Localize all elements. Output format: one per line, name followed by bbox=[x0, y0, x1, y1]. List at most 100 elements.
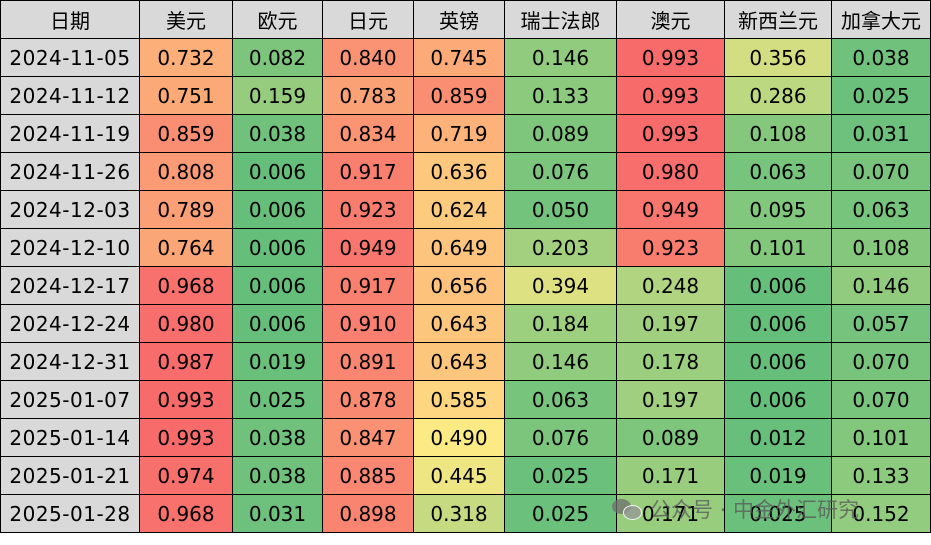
date-cell: 2025-01-14 bbox=[0, 418, 140, 457]
date-cell: 2024-11-26 bbox=[0, 152, 140, 191]
header-jpy: 日元 bbox=[322, 0, 414, 39]
value-cell-usd: 0.751 bbox=[139, 76, 233, 115]
value-cell-jpy: 0.847 bbox=[322, 418, 414, 457]
value-cell-jpy: 0.917 bbox=[322, 152, 414, 191]
value-cell-jpy: 0.885 bbox=[322, 456, 414, 495]
value-cell-jpy: 0.923 bbox=[322, 190, 414, 229]
value-cell-cad: 0.025 bbox=[831, 76, 931, 115]
value-cell-cad: 0.108 bbox=[831, 228, 931, 267]
value-cell-nzd: 0.063 bbox=[724, 152, 832, 191]
value-cell-aud: 0.089 bbox=[616, 418, 725, 457]
value-cell-nzd: 0.006 bbox=[724, 380, 832, 419]
value-cell-chf: 0.089 bbox=[504, 114, 617, 153]
value-cell-usd: 0.974 bbox=[139, 456, 233, 495]
value-cell-nzd: 0.006 bbox=[724, 266, 832, 305]
value-cell-cad: 0.070 bbox=[831, 152, 931, 191]
date-cell: 2024-12-10 bbox=[0, 228, 140, 267]
table-row: 2024-12-10 0.764 0.006 0.949 0.649 0.203 0.923… bbox=[0, 228, 931, 267]
table-row: 2024-12-17 0.968 0.006 0.917 0.656 0.394 0.248… bbox=[0, 266, 931, 305]
value-cell-nzd: 0.006 bbox=[724, 304, 832, 343]
table-body: 2024-11-05 0.732 0.082 0.840 0.745 0.146 0.993… bbox=[0, 38, 931, 533]
value-cell-cad: 0.152 bbox=[831, 494, 931, 533]
value-cell-nzd: 0.006 bbox=[724, 342, 832, 381]
value-cell-usd: 0.764 bbox=[139, 228, 233, 267]
value-cell-aud: 0.993 bbox=[616, 76, 725, 115]
table-row: 2024-11-19 0.859 0.038 0.834 0.719 0.089 0.993… bbox=[0, 114, 931, 153]
value-cell-jpy: 0.898 bbox=[322, 494, 414, 533]
value-cell-usd: 0.993 bbox=[139, 418, 233, 457]
date-cell: 2024-11-05 bbox=[0, 38, 140, 77]
value-cell-nzd: 0.286 bbox=[724, 76, 832, 115]
table-row: 2025-01-21 0.974 0.038 0.885 0.445 0.025 0.171… bbox=[0, 456, 931, 495]
table-row: 2024-12-24 0.980 0.006 0.910 0.643 0.184 0.197… bbox=[0, 304, 931, 343]
date-cell: 2025-01-07 bbox=[0, 380, 140, 419]
table-row: 2024-11-05 0.732 0.082 0.840 0.745 0.146 0.993… bbox=[0, 38, 931, 77]
date-cell: 2024-12-24 bbox=[0, 304, 140, 343]
value-cell-eur: 0.006 bbox=[232, 190, 323, 229]
value-cell-gbp: 0.859 bbox=[413, 76, 505, 115]
value-cell-aud: 0.248 bbox=[616, 266, 725, 305]
currency-percentile-table: 日期 美元 欧元 日元 英镑 瑞士法郎 澳元 新西兰元 加拿大元 2024-11… bbox=[0, 0, 931, 533]
value-cell-usd: 0.789 bbox=[139, 190, 233, 229]
value-cell-eur: 0.006 bbox=[232, 228, 323, 267]
value-cell-chf: 0.050 bbox=[504, 190, 617, 229]
value-cell-cad: 0.063 bbox=[831, 190, 931, 229]
value-cell-cad: 0.133 bbox=[831, 456, 931, 495]
header-cad: 加拿大元 bbox=[831, 0, 931, 39]
value-cell-jpy: 0.910 bbox=[322, 304, 414, 343]
value-cell-usd: 0.987 bbox=[139, 342, 233, 381]
value-cell-chf: 0.394 bbox=[504, 266, 617, 305]
value-cell-cad: 0.031 bbox=[831, 114, 931, 153]
value-cell-jpy: 0.840 bbox=[322, 38, 414, 77]
value-cell-gbp: 0.656 bbox=[413, 266, 505, 305]
value-cell-gbp: 0.624 bbox=[413, 190, 505, 229]
date-cell: 2025-01-21 bbox=[0, 456, 140, 495]
value-cell-eur: 0.159 bbox=[232, 76, 323, 115]
value-cell-usd: 0.808 bbox=[139, 152, 233, 191]
table-header-row: 日期 美元 欧元 日元 英镑 瑞士法郎 澳元 新西兰元 加拿大元 bbox=[0, 0, 931, 39]
value-cell-usd: 0.980 bbox=[139, 304, 233, 343]
value-cell-usd: 0.993 bbox=[139, 380, 233, 419]
value-cell-aud: 0.980 bbox=[616, 152, 725, 191]
value-cell-aud: 0.197 bbox=[616, 304, 725, 343]
value-cell-gbp: 0.643 bbox=[413, 342, 505, 381]
value-cell-gbp: 0.445 bbox=[413, 456, 505, 495]
value-cell-usd: 0.732 bbox=[139, 38, 233, 77]
value-cell-aud: 0.171 bbox=[616, 494, 725, 533]
value-cell-aud: 0.993 bbox=[616, 114, 725, 153]
value-cell-eur: 0.038 bbox=[232, 114, 323, 153]
value-cell-nzd: 0.019 bbox=[724, 456, 832, 495]
value-cell-jpy: 0.891 bbox=[322, 342, 414, 381]
value-cell-usd: 0.968 bbox=[139, 266, 233, 305]
value-cell-aud: 0.993 bbox=[616, 38, 725, 77]
value-cell-gbp: 0.636 bbox=[413, 152, 505, 191]
value-cell-cad: 0.146 bbox=[831, 266, 931, 305]
value-cell-nzd: 0.025 bbox=[724, 494, 832, 533]
value-cell-eur: 0.006 bbox=[232, 266, 323, 305]
date-cell: 2025-01-28 bbox=[0, 494, 140, 533]
value-cell-chf: 0.025 bbox=[504, 494, 617, 533]
value-cell-chf: 0.025 bbox=[504, 456, 617, 495]
table-row: 2024-11-26 0.808 0.006 0.917 0.636 0.076 0.980… bbox=[0, 152, 931, 191]
header-aud: 澳元 bbox=[616, 0, 725, 39]
value-cell-aud: 0.197 bbox=[616, 380, 725, 419]
value-cell-eur: 0.006 bbox=[232, 152, 323, 191]
value-cell-jpy: 0.917 bbox=[322, 266, 414, 305]
value-cell-chf: 0.063 bbox=[504, 380, 617, 419]
header-gbp: 英镑 bbox=[413, 0, 505, 39]
header-eur: 欧元 bbox=[232, 0, 323, 39]
value-cell-cad: 0.057 bbox=[831, 304, 931, 343]
table-row: 2024-11-12 0.751 0.159 0.783 0.859 0.133 0.993… bbox=[0, 76, 931, 115]
value-cell-gbp: 0.745 bbox=[413, 38, 505, 77]
value-cell-cad: 0.038 bbox=[831, 38, 931, 77]
value-cell-chf: 0.076 bbox=[504, 152, 617, 191]
value-cell-eur: 0.006 bbox=[232, 304, 323, 343]
value-cell-jpy: 0.834 bbox=[322, 114, 414, 153]
value-cell-aud: 0.171 bbox=[616, 456, 725, 495]
table-row: 2025-01-07 0.993 0.025 0.878 0.585 0.063 0.197… bbox=[0, 380, 931, 419]
value-cell-nzd: 0.095 bbox=[724, 190, 832, 229]
value-cell-nzd: 0.101 bbox=[724, 228, 832, 267]
header-usd: 美元 bbox=[139, 0, 233, 39]
date-cell: 2024-12-03 bbox=[0, 190, 140, 229]
